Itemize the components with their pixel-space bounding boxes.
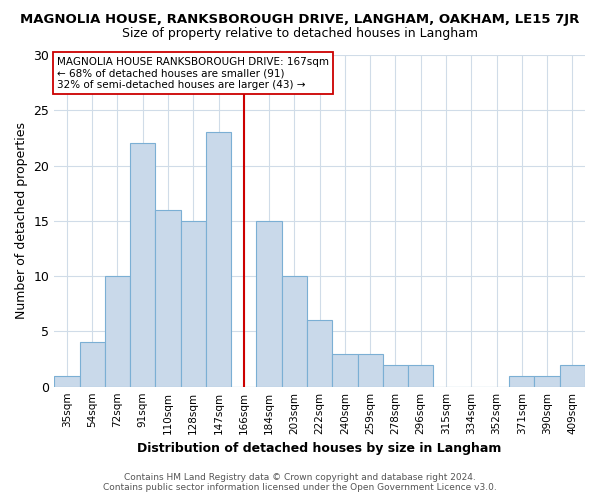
Bar xyxy=(383,364,408,386)
Bar xyxy=(282,276,307,386)
Bar xyxy=(54,376,80,386)
Text: MAGNOLIA HOUSE RANKSBOROUGH DRIVE: 167sqm
← 68% of detached houses are smaller (: MAGNOLIA HOUSE RANKSBOROUGH DRIVE: 167sq… xyxy=(57,56,329,90)
Bar xyxy=(358,354,383,386)
Bar xyxy=(256,221,282,386)
X-axis label: Distribution of detached houses by size in Langham: Distribution of detached houses by size … xyxy=(137,442,502,455)
Bar xyxy=(560,364,585,386)
Bar xyxy=(80,342,105,386)
Bar xyxy=(307,320,332,386)
Bar xyxy=(408,364,433,386)
Bar xyxy=(181,221,206,386)
Bar xyxy=(105,276,130,386)
Bar xyxy=(130,144,155,386)
Text: Size of property relative to detached houses in Langham: Size of property relative to detached ho… xyxy=(122,28,478,40)
Y-axis label: Number of detached properties: Number of detached properties xyxy=(15,122,28,320)
Text: MAGNOLIA HOUSE, RANKSBOROUGH DRIVE, LANGHAM, OAKHAM, LE15 7JR: MAGNOLIA HOUSE, RANKSBOROUGH DRIVE, LANG… xyxy=(20,12,580,26)
Bar xyxy=(535,376,560,386)
Bar xyxy=(509,376,535,386)
Bar xyxy=(155,210,181,386)
Text: Contains HM Land Registry data © Crown copyright and database right 2024.
Contai: Contains HM Land Registry data © Crown c… xyxy=(103,473,497,492)
Bar xyxy=(332,354,358,386)
Bar xyxy=(206,132,231,386)
